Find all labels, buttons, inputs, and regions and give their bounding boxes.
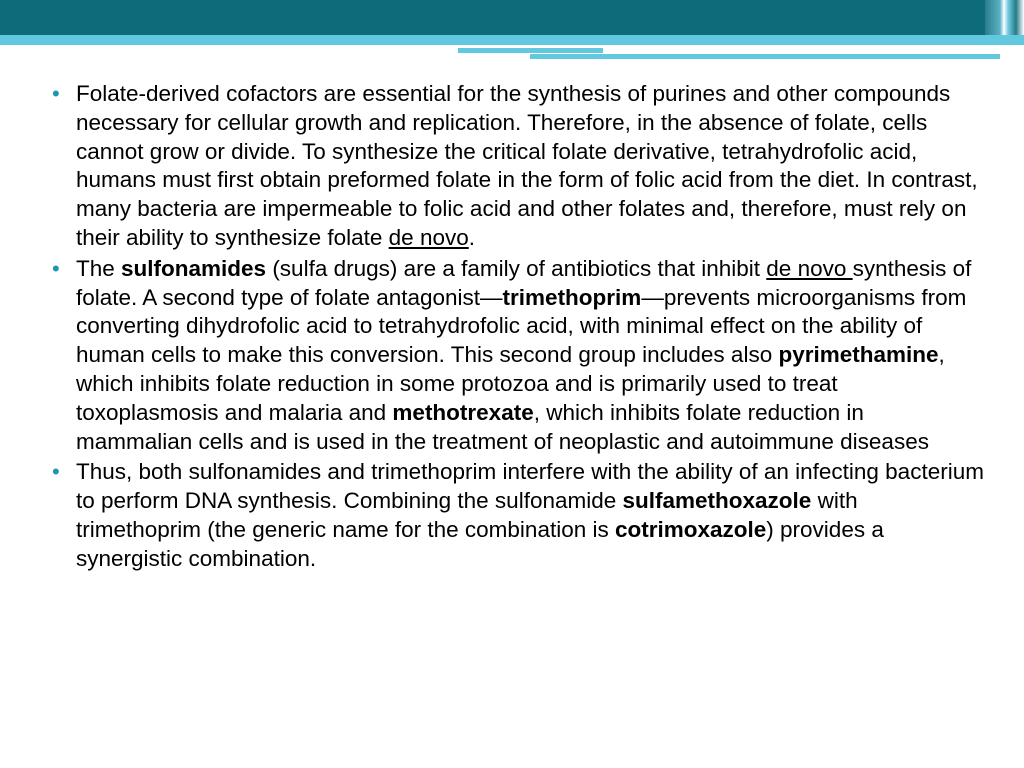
header-subline-1 <box>458 48 603 53</box>
bullet-item: Thus, both sulfonamides and trimethoprim… <box>48 458 984 573</box>
text-run: Folate-derived cofactors are essential f… <box>76 81 978 250</box>
text-run: de novo <box>766 256 852 281</box>
text-run: sulfamethoxazole <box>623 488 812 513</box>
text-run: The <box>76 256 121 281</box>
text-run: (sulfa drugs) are a family of antibiotic… <box>266 256 766 281</box>
slide-header <box>0 0 1024 50</box>
text-run: sulfonamides <box>121 256 266 281</box>
text-run: . <box>469 225 475 250</box>
header-accent <box>984 0 1024 35</box>
text-run: pyrimethamine <box>778 342 938 367</box>
slide-body: Folate-derived cofactors are essential f… <box>48 80 984 576</box>
header-light-band <box>0 35 1024 45</box>
text-run: cotrimoxazole <box>615 517 766 542</box>
text-run: trimethoprim <box>503 285 642 310</box>
text-run: methotrexate <box>392 400 533 425</box>
bullet-list: Folate-derived cofactors are essential f… <box>48 80 984 574</box>
bullet-item: Folate-derived cofactors are essential f… <box>48 80 984 253</box>
header-subline-2 <box>530 54 1000 59</box>
header-dark-band <box>0 0 985 35</box>
bullet-item: The sulfonamides (sulfa drugs) are a fam… <box>48 255 984 457</box>
text-run: de novo <box>389 225 469 250</box>
